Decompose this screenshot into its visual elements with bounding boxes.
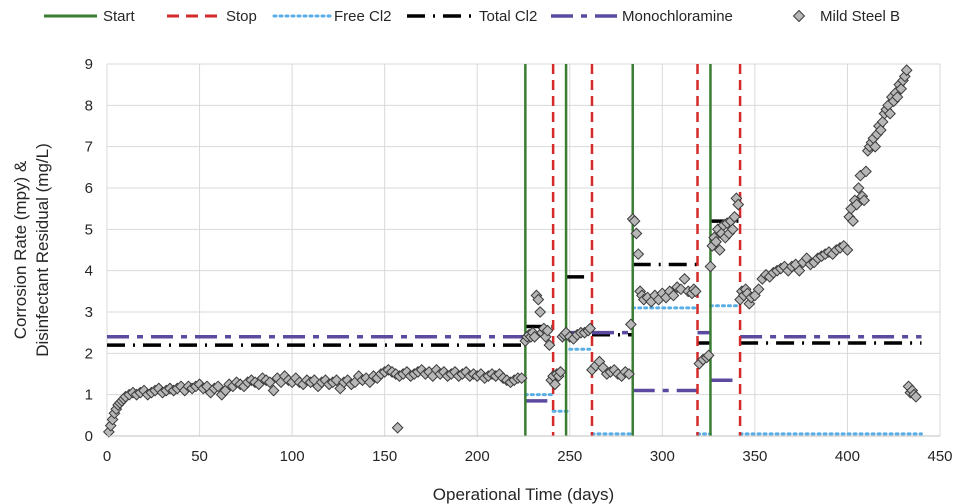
legend-label: Monochloramine [622, 8, 733, 25]
y-tick-label: 0 [85, 428, 93, 445]
mild-steel-point [900, 64, 913, 77]
mild-steel-point [732, 198, 745, 211]
mild-steel-point [869, 140, 882, 153]
mild-steel-point [743, 297, 756, 310]
mild-steel-point [528, 330, 541, 343]
mild-steel-point [689, 285, 702, 298]
mild-steel-point [212, 380, 224, 393]
legend-label: Total Cl2 [479, 8, 537, 25]
y-tick-label: 7 [85, 139, 93, 156]
mild-steel-point [752, 283, 765, 296]
y-tick-label: 6 [85, 180, 93, 197]
legend-label: Start [103, 8, 136, 25]
legend-label: Mild Steel B [820, 8, 900, 25]
x-tick-label: 250 [557, 448, 582, 465]
mild-steel-point [678, 273, 691, 285]
mild-steel-point [793, 264, 806, 277]
legend-label: Stop [226, 8, 257, 25]
x-tick-label: 400 [835, 448, 860, 465]
mild-steel-point [891, 91, 904, 103]
mild-steel-point [263, 376, 276, 389]
y-tick-label: 3 [85, 304, 93, 321]
y-tick-label: 4 [85, 263, 93, 280]
mild-steel-point [858, 194, 871, 207]
mild-steel-point [874, 124, 887, 137]
legend-diamond-marker [792, 9, 806, 23]
mild-steel-point [713, 244, 726, 256]
mild-steel-point [630, 227, 643, 240]
mild-steel-point [330, 374, 343, 387]
x-tick-label: 50 [191, 448, 208, 465]
y-tick-label: 8 [85, 97, 93, 114]
x-tick-label: 350 [742, 448, 767, 465]
mild-steel-point [841, 244, 854, 256]
mild-steel-point [847, 215, 859, 227]
mild-steel-point [860, 165, 872, 178]
y-tick-label: 9 [85, 56, 93, 73]
mild-steel-point [704, 260, 717, 273]
mild-steel-point [543, 339, 556, 351]
mild-steel-point [667, 289, 680, 302]
mild-steel-point [910, 390, 922, 403]
x-tick-label: 300 [650, 448, 675, 465]
x-tick-label: 0 [103, 448, 111, 465]
legend-label: Free Cl2 [334, 8, 392, 25]
legend: Start Stop Free Cl2 Total Cl2 Monochloramine… [44, 8, 900, 25]
mild-steel-point [898, 70, 911, 83]
mild-steel-point [624, 318, 637, 331]
y-tick-label: 5 [85, 221, 93, 238]
mild-steel-point [632, 248, 645, 261]
mild-steel-point [852, 182, 865, 194]
x-tick-label: 100 [280, 448, 305, 465]
mild-steel-point [549, 378, 561, 391]
mild-steel-point [532, 293, 545, 306]
mild-steel-point [702, 349, 715, 362]
mild-steel-point [515, 372, 528, 385]
tick-labels: 0 50 100 150 200 250 300 350 400 450 0 1 2 3 4 5 6 7 8 9 [85, 56, 953, 465]
y-tick-label: 2 [85, 345, 93, 362]
mild-steel-point [876, 115, 889, 128]
mild-steel-point [534, 306, 547, 318]
mild-steel-point [623, 368, 635, 380]
x-tick-label: 450 [927, 448, 952, 465]
y-tick-label: 1 [85, 387, 93, 404]
x-tick-label: 150 [372, 448, 397, 465]
mild-steel-point [541, 324, 554, 337]
y-axis-title-line-1: Corrosion Rate (mpy) & [11, 160, 30, 339]
mild-steel-point [628, 215, 641, 227]
mild-steel-point [391, 421, 404, 434]
x-axis-title: Operational Time (days) [433, 485, 614, 504]
y-axis-title-line-2: Disinfectant Residual (mg/L) [33, 143, 52, 357]
x-tick-label: 200 [465, 448, 490, 465]
mild-steel-point [554, 366, 567, 378]
mild-steel-point [895, 82, 908, 95]
mild-steel-point [728, 211, 741, 223]
mild-steel-point [726, 223, 739, 236]
mild-steel-point [710, 235, 722, 248]
mild-steel-point [267, 384, 280, 397]
residual-lines [107, 219, 923, 436]
mild-steel-point [850, 198, 863, 211]
mild-steel-point [584, 322, 597, 335]
mild-steel-points [102, 64, 922, 438]
mild-steel-point [884, 107, 896, 120]
